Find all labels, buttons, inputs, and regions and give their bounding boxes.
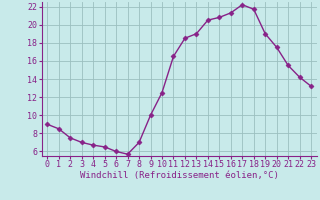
X-axis label: Windchill (Refroidissement éolien,°C): Windchill (Refroidissement éolien,°C) [80,171,279,180]
